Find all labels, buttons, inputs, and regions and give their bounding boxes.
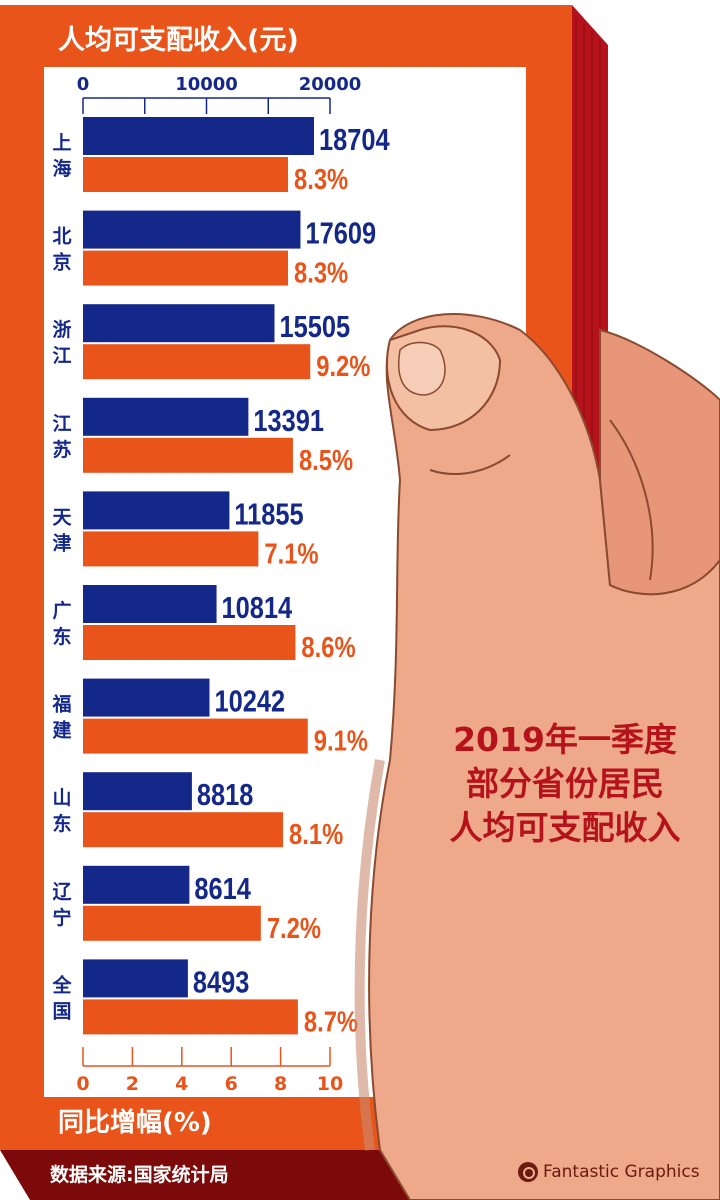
category-label: 国 [52, 1000, 71, 1022]
income-bar [83, 397, 249, 436]
income-bar [83, 678, 210, 717]
income-value-label: 10242 [214, 684, 285, 719]
category-label: 天 [52, 506, 72, 528]
top-axis-tick-label: 0 [77, 74, 90, 95]
growth-value-label: 8.3% [294, 256, 348, 289]
category-label: 建 [52, 719, 71, 742]
growth-value-label: 8.3% [294, 163, 348, 196]
headline-line: 人均可支配收入 [449, 808, 681, 847]
growth-value-label: 8.6% [301, 631, 355, 664]
income-value-label: 18704 [319, 123, 390, 158]
category-label: 东 [52, 625, 71, 648]
growth-bar [83, 344, 311, 380]
growth-bar [83, 250, 289, 286]
income-bar [83, 959, 188, 998]
category-label: 津 [52, 531, 71, 554]
category-label: 宁 [52, 906, 71, 929]
category-label: 广 [52, 599, 71, 622]
bottom-axis-tick-label: 8 [274, 1073, 287, 1095]
income-value-label: 8818 [197, 778, 254, 813]
category-label: 浙 [52, 318, 71, 341]
category-label: 上 [52, 132, 71, 154]
headline-line: 部分省份居民 [466, 764, 664, 803]
footer-band [0, 1150, 470, 1200]
category-label: 海 [52, 157, 71, 180]
growth-bar [83, 999, 298, 1035]
bottom-axis-tick-label: 4 [175, 1073, 188, 1095]
bottom-axis-tick-label: 2 [126, 1073, 139, 1095]
category-label: 北 [52, 226, 71, 248]
income-bar [83, 304, 275, 343]
income-bar [83, 117, 314, 155]
headline: 2019年一季度 部分省份居民 人均可支配收入 [420, 718, 710, 850]
growth-bar [83, 905, 261, 941]
category-label: 福 [51, 693, 71, 716]
growth-bar [83, 718, 308, 754]
growth-value-label: 8.1% [289, 818, 343, 851]
category-label: 山 [52, 787, 71, 809]
growth-value-label: 8.5% [299, 444, 353, 477]
growth-bar [83, 437, 293, 473]
bottom-axis-tick-label: 0 [76, 1073, 89, 1095]
income-value-label: 10814 [222, 591, 293, 626]
growth-value-label: 7.2% [267, 912, 321, 945]
growth-bar [83, 157, 289, 192]
income-bar [83, 772, 192, 811]
bottom-axis-title: 同比增幅(%) [58, 1108, 212, 1138]
growth-value-label: 9.1% [314, 724, 368, 757]
top-axis-tick-label: 20000 [299, 74, 362, 95]
category-label: 苏 [52, 438, 71, 461]
category-label: 江 [52, 413, 71, 435]
growth-value-label: 9.2% [316, 350, 370, 383]
category-label: 全 [51, 973, 72, 996]
brand-icon [518, 1162, 538, 1182]
bottom-axis-tick-label: 6 [225, 1073, 238, 1095]
category-label: 辽 [52, 881, 71, 903]
brand-name: Fantastic Graphics [543, 1162, 700, 1182]
headline-line: 2019年一季度 [453, 720, 677, 759]
growth-bar [83, 531, 259, 567]
growth-bar [83, 625, 296, 660]
income-bar [83, 210, 301, 249]
income-value-label: 15505 [279, 310, 350, 345]
category-label: 京 [52, 251, 71, 274]
growth-bar [83, 812, 284, 848]
chart-title: 人均可支配收入(元) [58, 25, 299, 56]
income-value-label: 13391 [253, 403, 324, 438]
bottom-axis-tick-label: 10 [317, 1073, 343, 1095]
income-value-label: 8614 [194, 871, 251, 906]
income-bar [83, 585, 217, 623]
income-value-label: 17609 [305, 216, 376, 251]
brand-logo: Fantastic Graphics [518, 1162, 700, 1182]
income-value-label: 8493 [193, 965, 250, 1000]
top-axis-tick-label: 10000 [175, 74, 238, 95]
data-source: 数据来源:国家统计局 [50, 1164, 229, 1186]
income-value-label: 11855 [234, 497, 303, 532]
growth-value-label: 8.7% [304, 1005, 358, 1038]
income-bar [83, 491, 230, 530]
income-bar [83, 865, 190, 904]
category-label: 东 [52, 812, 71, 835]
category-label: 江 [52, 345, 71, 367]
growth-value-label: 7.1% [264, 537, 318, 570]
